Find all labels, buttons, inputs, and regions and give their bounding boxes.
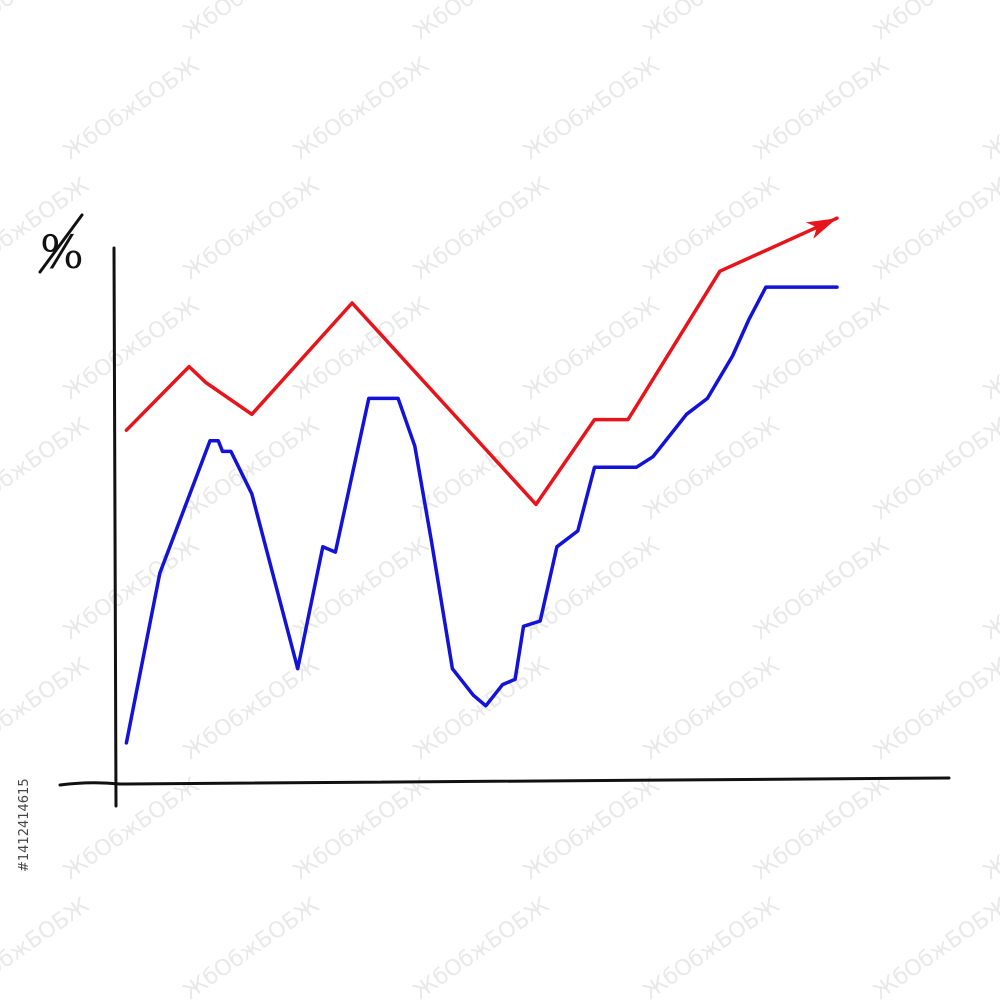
watermark-text: ЖбОбжБОБЖ [639,653,784,765]
y-axis [112,246,118,808]
watermark-text: ЖбОбжБОБЖ [979,533,1000,645]
watermark-text: ЖбОбжБОБЖ [639,173,784,285]
watermark-text: ЖбОбжБОБЖ [409,893,554,1000]
watermark-text: ЖбОбжБОБЖ [749,773,894,885]
watermark-text: ЖбОбжБОБЖ [409,413,554,525]
y-axis-label: % [40,225,84,279]
watermark-text: ЖбОбжБОБЖ [409,653,554,765]
series-line-2 [124,285,839,745]
watermark-text: ЖбОбжБОБЖ [59,53,204,165]
watermark-text: ЖбОбжБОБЖ [869,893,1000,1000]
watermark-text: ЖбОбжБОБЖ [409,0,554,45]
series-layer [124,216,839,745]
watermark-text: ЖбОбжБОБЖ [519,53,664,165]
watermark-text: ЖбОбжБОБЖ [59,533,204,645]
watermark-text: ЖбОбжБОБЖ [519,773,664,885]
watermark-text: ЖбОбжБОБЖ [179,893,324,1000]
watermark-text: ЖбОбжБОБЖ [869,413,1000,525]
x-axis [58,776,951,787]
watermark-text: ЖбОбжБОБЖ [289,773,434,885]
arrowhead-1 [805,218,837,239]
series-line-1 [124,216,839,507]
watermark-text: ЖбОбжБОБЖ [979,773,1000,885]
watermark-text: ЖбОбжБОБЖ [639,893,784,1000]
watermark-text: ЖбОбжБОБЖ [179,0,324,45]
watermark-text: ЖбОбжБОБЖ [869,0,1000,45]
watermark-text: ЖбОбжБОБЖ [749,533,894,645]
stock-id-label: #1412414615 [17,778,32,872]
watermark-text: ЖбОбжБОБЖ [59,293,204,405]
watermark-text: ЖбОбжБОБЖ [519,533,664,645]
watermark-text: ЖбОбжБОБЖ [289,53,434,165]
watermark-text: ЖбОбжБОБЖ [979,293,1000,405]
watermark-text: ЖбОбжБОБЖ [0,413,94,525]
watermark-text: ЖбОбжБОБЖ [179,173,324,285]
watermark-text: ЖбОбжБОБЖ [869,173,1000,285]
watermark-text: ЖбОбжБОБЖ [409,173,554,285]
watermark-text: ЖбОбжБОБЖ [0,653,94,765]
watermark-text: ЖбОбжБОБЖ [639,413,784,525]
watermark-text: ЖбОбжБОБЖ [289,533,434,645]
watermark-text: ЖбОбжБОБЖ [639,0,784,45]
watermark-text: ЖбОбжБОБЖ [869,653,1000,765]
watermark-text: ЖбОбжБОБЖ [519,293,664,405]
watermark-text: ЖбОбжБОБЖ [179,653,324,765]
watermark-text: ЖбОбжБОБЖ [59,773,204,885]
watermark-text: ЖбОбжБОБЖ [0,893,94,1000]
watermark-text: ЖбОбжБОБЖ [749,293,894,405]
watermark-text: ЖбОбжБОБЖ [979,53,1000,165]
watermark-text: ЖбОбжБОБЖ [0,0,94,45]
watermark-text: ЖбОбжБОБЖ [749,53,894,165]
percent-slash [38,213,84,274]
